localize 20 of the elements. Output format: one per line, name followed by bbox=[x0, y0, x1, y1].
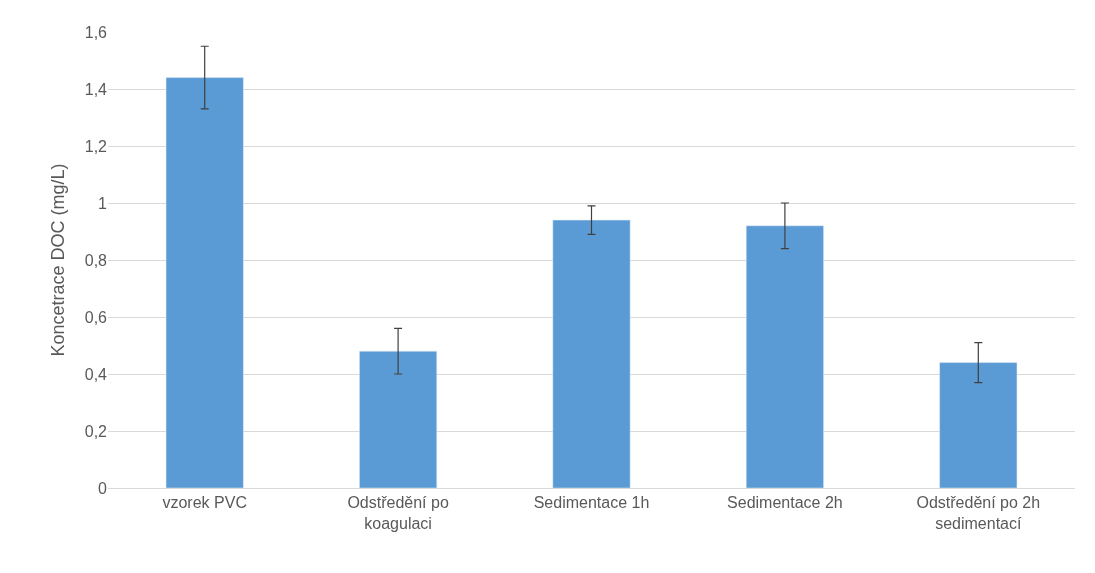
bar bbox=[165, 77, 244, 488]
y-tick-label: 0,6 bbox=[84, 308, 108, 326]
y-tick-label: 0 bbox=[98, 479, 108, 497]
x-tick-label: Odstředění po 2h sedimentací bbox=[916, 494, 1041, 532]
x-tick-label: Sedimentace 1h bbox=[533, 494, 650, 512]
x-tick-label: Sedimentace 2h bbox=[727, 494, 843, 512]
bar bbox=[552, 219, 631, 488]
x-tick-label: Odstředění po koagulaci bbox=[347, 494, 449, 532]
y-tick-label: 1 bbox=[98, 194, 108, 212]
y-tick-label: 1,2 bbox=[84, 137, 108, 155]
bar bbox=[359, 350, 438, 488]
y-tick-label: 1,4 bbox=[84, 80, 108, 98]
y-tick-label: 0,8 bbox=[84, 251, 108, 269]
y-tick-label: 1,6 bbox=[84, 23, 108, 41]
bar bbox=[939, 362, 1018, 488]
x-tick-label: vzorek PVC bbox=[162, 494, 247, 512]
y-tick-label: 0,2 bbox=[84, 422, 108, 440]
bar bbox=[745, 225, 824, 488]
y-tick-label: 0,4 bbox=[84, 365, 108, 383]
y-axis-title: Koncetrace DOC (mg/L) bbox=[47, 163, 68, 357]
